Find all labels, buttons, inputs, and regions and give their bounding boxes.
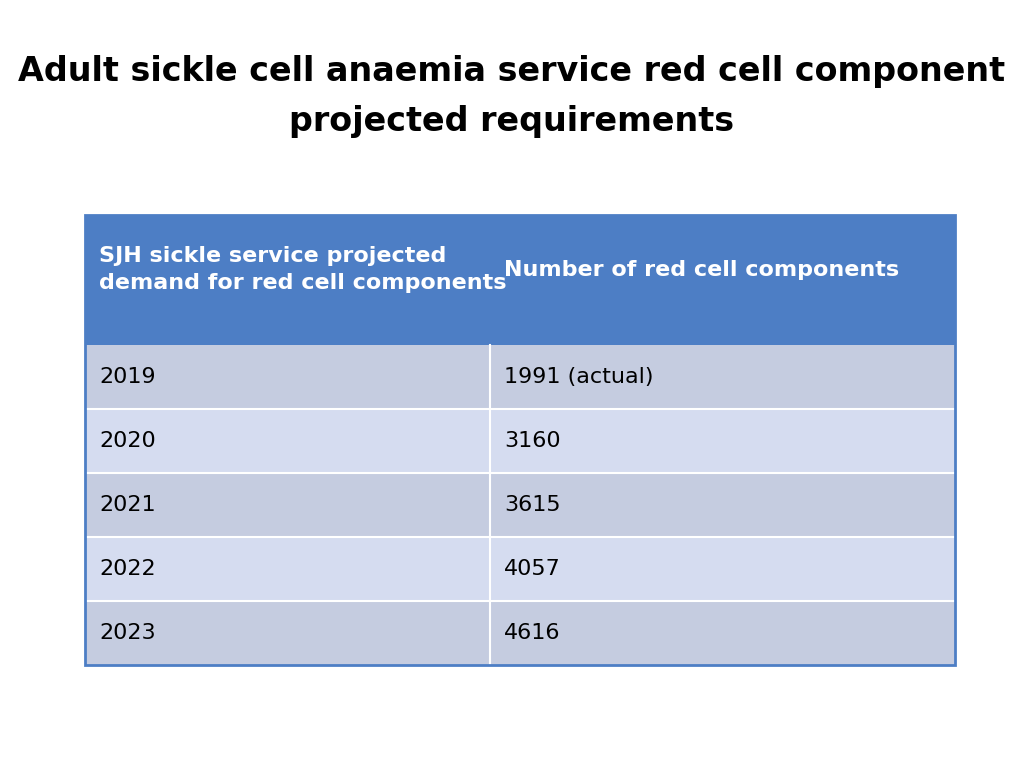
Text: 4616: 4616 [504, 623, 560, 643]
Bar [85, 537, 490, 601]
Bar [490, 215, 955, 345]
Bar [85, 215, 955, 665]
Text: Number of red cell components: Number of red cell components [504, 260, 899, 280]
Bar [85, 601, 490, 665]
Text: 2020: 2020 [99, 431, 156, 451]
Bar [490, 473, 955, 537]
Bar [490, 537, 955, 601]
Text: 2019: 2019 [99, 367, 156, 387]
Bar [490, 409, 955, 473]
Text: 2021: 2021 [99, 495, 156, 515]
Text: 1991 (actual): 1991 (actual) [504, 367, 653, 387]
Bar [490, 345, 955, 409]
Text: Adult sickle cell anaemia service red cell component: Adult sickle cell anaemia service red ce… [18, 55, 1006, 88]
Bar [85, 409, 490, 473]
Text: 2023: 2023 [99, 623, 156, 643]
Text: 2022: 2022 [99, 559, 156, 579]
Bar [85, 215, 490, 345]
Text: SJH sickle service projected
demand for red cell components: SJH sickle service projected demand for … [99, 247, 507, 293]
Text: projected requirements: projected requirements [290, 105, 734, 138]
Text: 4057: 4057 [504, 559, 561, 579]
Text: 3615: 3615 [504, 495, 560, 515]
Bar [85, 473, 490, 537]
Text: 3160: 3160 [504, 431, 560, 451]
Bar [85, 345, 490, 409]
Bar [490, 601, 955, 665]
